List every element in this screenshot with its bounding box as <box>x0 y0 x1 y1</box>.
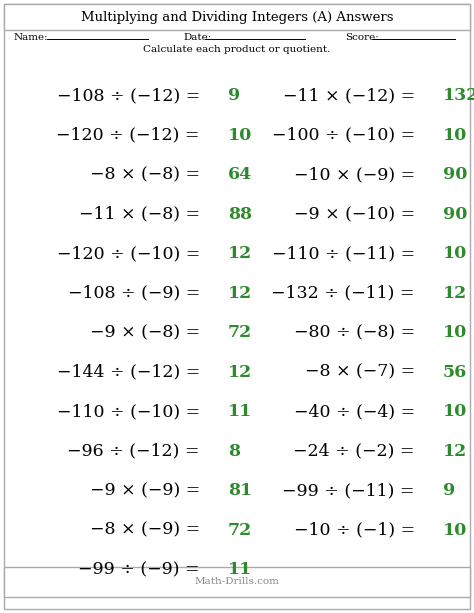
Text: Math-Drills.com: Math-Drills.com <box>194 577 280 587</box>
Text: −99 ÷ (−11) =: −99 ÷ (−11) = <box>283 482 415 499</box>
Text: −108 ÷ (−9) =: −108 ÷ (−9) = <box>68 285 200 302</box>
Text: 64: 64 <box>228 166 252 183</box>
Text: −8 × (−7) =: −8 × (−7) = <box>305 364 415 381</box>
Text: −120 ÷ (−10) =: −120 ÷ (−10) = <box>56 245 200 262</box>
Text: −132 ÷ (−11) =: −132 ÷ (−11) = <box>272 285 415 302</box>
Text: −120 ÷ (−12) =: −120 ÷ (−12) = <box>56 127 200 144</box>
Text: 72: 72 <box>228 522 252 539</box>
Text: Name:: Name: <box>14 32 49 42</box>
Text: −100 ÷ (−10) =: −100 ÷ (−10) = <box>272 127 415 144</box>
Text: 72: 72 <box>228 324 252 341</box>
Text: 12: 12 <box>443 285 467 302</box>
Text: −8 × (−8) =: −8 × (−8) = <box>90 166 200 183</box>
Text: 12: 12 <box>228 364 252 381</box>
Text: 10: 10 <box>443 324 467 341</box>
Bar <box>4 4 470 30</box>
Text: −99 ÷ (−9) =: −99 ÷ (−9) = <box>78 562 200 578</box>
Text: 88: 88 <box>228 206 252 223</box>
Text: −80 ÷ (−8) =: −80 ÷ (−8) = <box>294 324 415 341</box>
Text: 12: 12 <box>228 285 252 302</box>
Text: 90: 90 <box>443 206 467 223</box>
Text: 10: 10 <box>443 127 467 144</box>
Text: −10 ÷ (−1) =: −10 ÷ (−1) = <box>294 522 415 539</box>
Text: −110 ÷ (−11) =: −110 ÷ (−11) = <box>272 245 415 262</box>
Text: −11 × (−8) =: −11 × (−8) = <box>79 206 200 223</box>
Text: Score:: Score: <box>345 32 379 42</box>
Text: −9 × (−9) =: −9 × (−9) = <box>90 482 200 499</box>
Text: −144 ÷ (−12) =: −144 ÷ (−12) = <box>56 364 200 381</box>
Text: 132: 132 <box>443 87 474 104</box>
Text: −40 ÷ (−4) =: −40 ÷ (−4) = <box>294 403 415 421</box>
Text: Multiplying and Dividing Integers (A) Answers: Multiplying and Dividing Integers (A) An… <box>81 10 393 23</box>
Text: 81: 81 <box>228 482 252 499</box>
Text: 10: 10 <box>443 522 467 539</box>
Text: −8 × (−9) =: −8 × (−9) = <box>90 522 200 539</box>
Text: 12: 12 <box>443 443 467 460</box>
Text: 8: 8 <box>228 443 240 460</box>
Text: Date:: Date: <box>183 32 211 42</box>
Text: Calculate each product or quotient.: Calculate each product or quotient. <box>143 45 331 55</box>
Text: 12: 12 <box>228 245 252 262</box>
Text: −110 ÷ (−10) =: −110 ÷ (−10) = <box>57 403 200 421</box>
Text: 56: 56 <box>443 364 467 381</box>
Text: −108 ÷ (−12) =: −108 ÷ (−12) = <box>56 87 200 104</box>
Text: −11 × (−12) =: −11 × (−12) = <box>283 87 415 104</box>
Text: 9: 9 <box>228 87 240 104</box>
Text: −24 ÷ (−2) =: −24 ÷ (−2) = <box>293 443 415 460</box>
Text: −10 × (−9) =: −10 × (−9) = <box>294 166 415 183</box>
Text: 10: 10 <box>443 245 467 262</box>
Text: 10: 10 <box>228 127 252 144</box>
Text: 11: 11 <box>228 562 252 578</box>
Text: 90: 90 <box>443 166 467 183</box>
Text: −9 × (−10) =: −9 × (−10) = <box>294 206 415 223</box>
Text: −96 ÷ (−12) =: −96 ÷ (−12) = <box>67 443 200 460</box>
Bar <box>4 567 470 597</box>
Text: 10: 10 <box>443 403 467 421</box>
Text: −9 × (−8) =: −9 × (−8) = <box>90 324 200 341</box>
Text: 11: 11 <box>228 403 252 421</box>
Text: 9: 9 <box>443 482 455 499</box>
